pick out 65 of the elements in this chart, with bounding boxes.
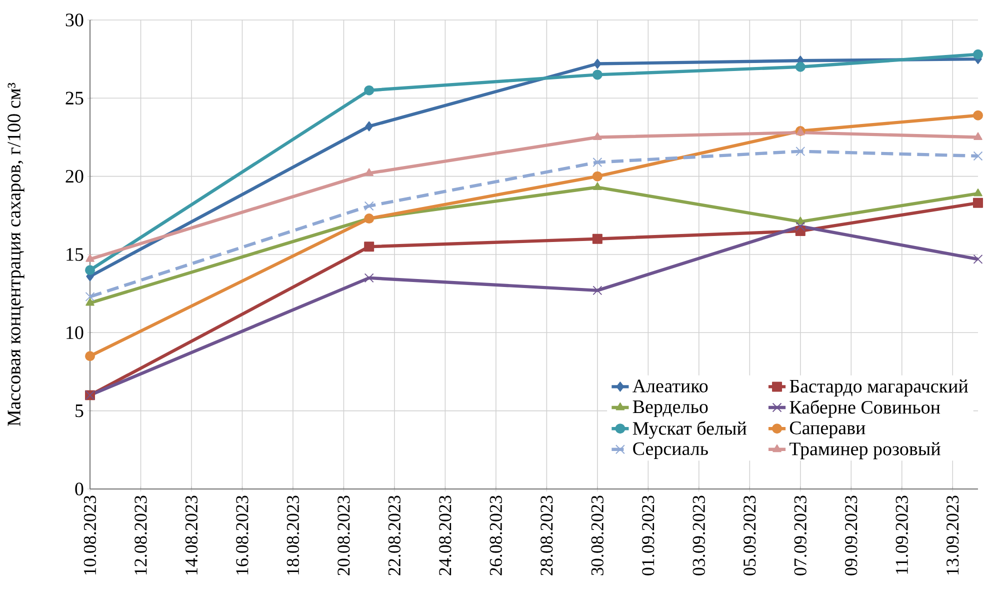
y-tick-label: 25 (66, 92, 84, 105)
x-tick-label: 26.08.2023 (490, 496, 502, 576)
legend-label: Алеатико (632, 380, 708, 392)
x-tick-label: 13.09.2023 (946, 496, 959, 574)
point (974, 132, 982, 140)
legend-label: Траминер розовый (790, 442, 940, 460)
x-tick-label: 30.08.2023 (591, 496, 604, 576)
x-tick-label: 05.09.2023 (744, 496, 756, 576)
x-tick-label: 18.08.2023 (286, 496, 300, 574)
point (86, 298, 94, 306)
y-tick-label: 30 (66, 14, 84, 26)
x-tick-label: 20.08.2023 (338, 496, 350, 576)
legend-label: Вердельо (632, 400, 708, 418)
legend-label: Бастардо магарачский (790, 379, 968, 396)
y-tick-label: 5 (76, 404, 84, 418)
x-tick-label: 01.09.2023 (642, 496, 654, 576)
x-tick-label: 11.09.2023 (896, 496, 908, 574)
point (85, 265, 96, 276)
x-tick-label: 07.09.2023 (794, 496, 807, 576)
x-tick-label: 09.09.2023 (845, 496, 858, 576)
x-tick-label: 28.08.2023 (540, 496, 553, 576)
point (592, 158, 602, 167)
x-tick-label: 24.08.2023 (439, 496, 452, 576)
point (85, 292, 95, 302)
y-tick-label: 10 (66, 326, 84, 340)
legend-label: Серсиаль (633, 442, 708, 459)
x-tick-label: 22.08.2023 (388, 496, 401, 576)
point (972, 198, 983, 208)
point (592, 70, 602, 80)
point (972, 110, 983, 120)
point (796, 216, 805, 224)
y-tick-label: 0 (75, 482, 84, 496)
point (365, 121, 373, 132)
legend-label: Каберне Совиньон (790, 400, 940, 418)
point (364, 214, 374, 224)
y-tick-label: 20 (66, 170, 84, 183)
point (85, 351, 96, 362)
point (973, 254, 983, 264)
point (972, 49, 983, 60)
y-axis-title: Массовая концентрация сахаров, г/100 см³ (8, 82, 24, 426)
point (974, 188, 982, 196)
point (86, 254, 94, 262)
point (364, 201, 374, 211)
point (364, 85, 374, 96)
point (796, 222, 806, 232)
x-tick-label: 16.08.2023 (236, 496, 248, 574)
point (796, 146, 806, 156)
point (592, 171, 602, 182)
point (795, 62, 806, 72)
point (364, 242, 374, 252)
legend-label: Мускат белый (632, 421, 746, 439)
x-tick-label: 14.08.2023 (185, 496, 198, 574)
point (594, 58, 602, 69)
point (593, 132, 602, 140)
point (364, 168, 374, 176)
point (593, 182, 602, 190)
point (973, 151, 983, 161)
point (592, 286, 602, 296)
point (364, 273, 374, 283)
legend-label: Саперави (790, 422, 866, 438)
x-tick-label: 10.08.2023 (84, 496, 96, 574)
x-tick-label: 12.08.2023 (134, 496, 147, 574)
point (592, 234, 602, 244)
x-tick-label: 03.09.2023 (692, 496, 706, 576)
y-tick-label: 15 (66, 248, 84, 261)
